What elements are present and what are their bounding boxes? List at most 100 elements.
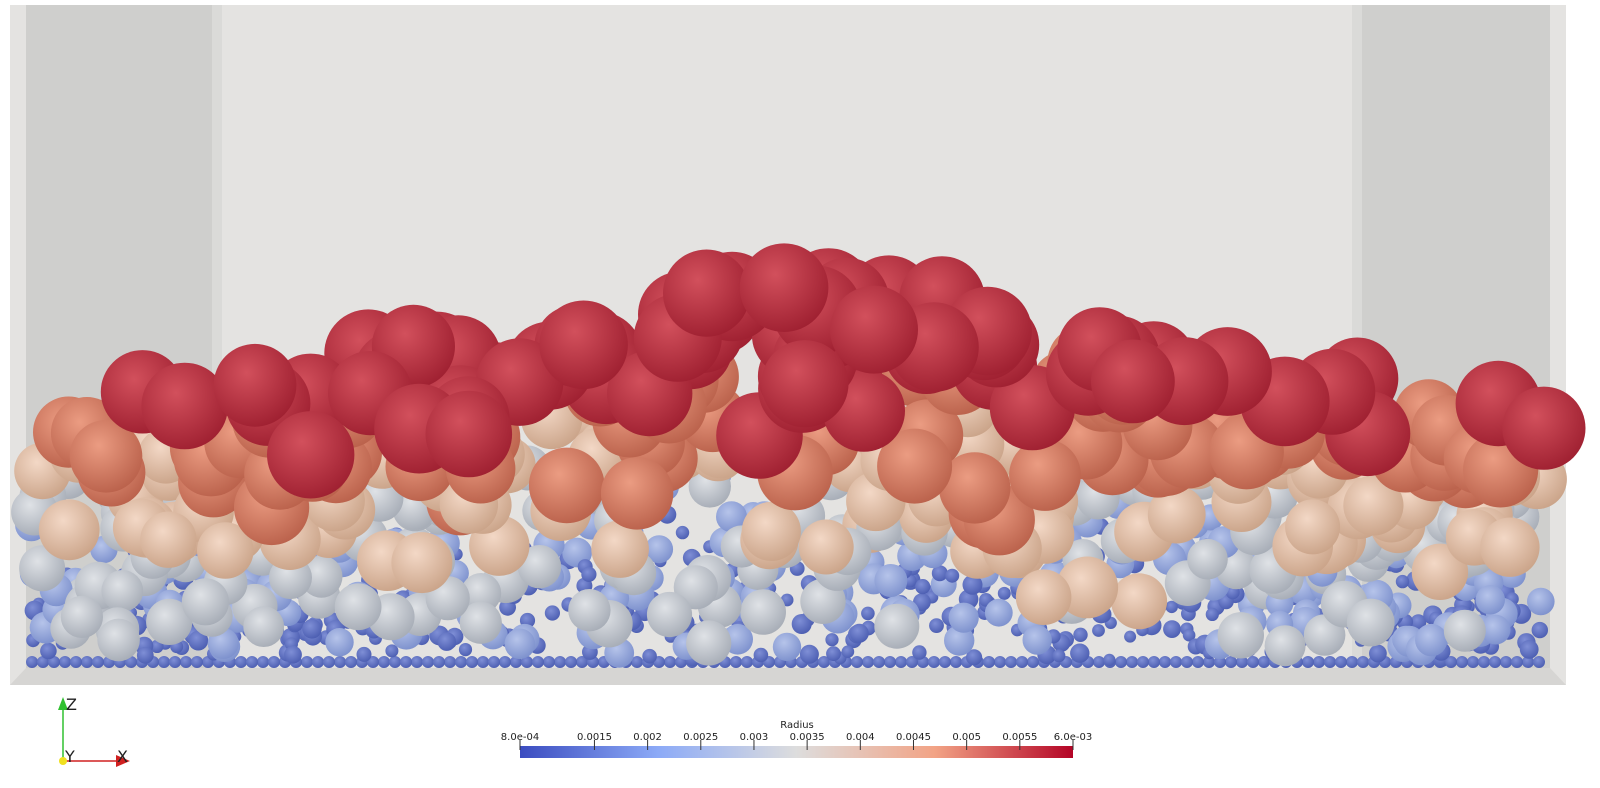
- particle: [81, 656, 93, 668]
- particle: [235, 656, 247, 668]
- particle: [716, 501, 747, 533]
- particle: [1236, 656, 1248, 668]
- particle: [984, 598, 1013, 627]
- particle: [948, 602, 979, 633]
- particle: [1165, 600, 1178, 614]
- particle: [1346, 598, 1395, 647]
- particle: [997, 586, 1011, 600]
- particle: [1285, 499, 1341, 555]
- particle: [141, 362, 228, 450]
- particle: [1480, 614, 1511, 645]
- particle: [528, 447, 605, 524]
- particle: [1475, 585, 1506, 615]
- particle: [458, 643, 473, 657]
- particle: [1205, 607, 1219, 622]
- particle: [912, 645, 927, 660]
- particle: [1022, 625, 1052, 655]
- particle: [1247, 656, 1259, 668]
- particle: [950, 656, 962, 668]
- particle: [939, 656, 951, 668]
- particle: [798, 519, 854, 575]
- colorbar-tick-label: 0.005: [952, 732, 981, 743]
- colorbar-tick-label: 0.0025: [683, 732, 718, 743]
- particle: [931, 565, 948, 582]
- particle: [877, 428, 953, 504]
- particle: [1187, 538, 1228, 580]
- particle: [646, 591, 693, 638]
- particle: [915, 579, 931, 595]
- colorbar-tick-label: 0.002: [633, 732, 662, 743]
- particle: [433, 656, 445, 668]
- particle: [1445, 656, 1457, 668]
- particle: [874, 603, 920, 649]
- particle: [70, 656, 82, 668]
- particle: [455, 656, 467, 668]
- particle: [1500, 656, 1512, 668]
- particle: [1070, 643, 1090, 663]
- particle: [499, 656, 511, 668]
- colorbar-title: Radius: [780, 720, 814, 731]
- particle: [568, 589, 611, 632]
- particle: [97, 618, 140, 662]
- z-label: Z: [66, 695, 77, 714]
- particle: [1531, 621, 1549, 639]
- floor: [10, 668, 1566, 685]
- particle: [1533, 656, 1545, 668]
- particle: [1015, 569, 1072, 625]
- colorbar-tick-label: 8.0e-04: [501, 732, 539, 743]
- particle: [1016, 656, 1028, 668]
- particle: [1480, 517, 1540, 577]
- particle: [1489, 656, 1501, 668]
- particle: [60, 595, 103, 639]
- particle: [37, 656, 49, 668]
- particle: [645, 535, 674, 564]
- particle: [267, 411, 355, 499]
- orientation-axes: Z Y X: [58, 695, 130, 767]
- particle: [1126, 656, 1138, 668]
- particle: [928, 656, 940, 668]
- particle: [302, 619, 322, 639]
- colorbar-tick-label: 6.0e-03: [1054, 732, 1092, 743]
- colorbar-tick-label: 0.0015: [577, 732, 612, 743]
- particle: [188, 630, 209, 651]
- particle: [385, 644, 399, 658]
- particle: [191, 656, 203, 668]
- particle: [1258, 656, 1270, 668]
- particle: [136, 646, 154, 664]
- particle: [69, 420, 143, 493]
- particle: [851, 656, 863, 668]
- particle: [243, 606, 285, 647]
- particle: [92, 656, 104, 668]
- colorbar-tick-label: 0.0045: [896, 732, 931, 743]
- particle: [1478, 656, 1490, 668]
- particle: [939, 452, 1011, 524]
- particle: [532, 656, 544, 668]
- particle: [158, 656, 170, 668]
- particle: [1264, 625, 1306, 667]
- particle: [323, 656, 335, 668]
- particle: [576, 656, 588, 668]
- particle: [874, 564, 908, 597]
- particle: [38, 499, 100, 561]
- particle: [1181, 656, 1193, 668]
- particle: [300, 555, 343, 598]
- particle: [1203, 656, 1215, 668]
- colorbar-tick-label: 0.0035: [790, 732, 825, 743]
- particle: [59, 656, 71, 668]
- particle: [895, 656, 907, 668]
- particle: [873, 656, 885, 668]
- particle: [1395, 574, 1410, 589]
- particle: [521, 656, 533, 668]
- particle: [312, 656, 324, 668]
- particle: [761, 340, 849, 428]
- particle: [1217, 612, 1265, 659]
- particle: [389, 656, 401, 668]
- particle: [664, 656, 676, 668]
- particle: [818, 656, 830, 668]
- z-arrow: [58, 697, 68, 710]
- particle: [1343, 475, 1404, 536]
- particle: [367, 656, 379, 668]
- particle: [1124, 630, 1137, 643]
- particle: [686, 620, 732, 666]
- particle: [504, 628, 536, 660]
